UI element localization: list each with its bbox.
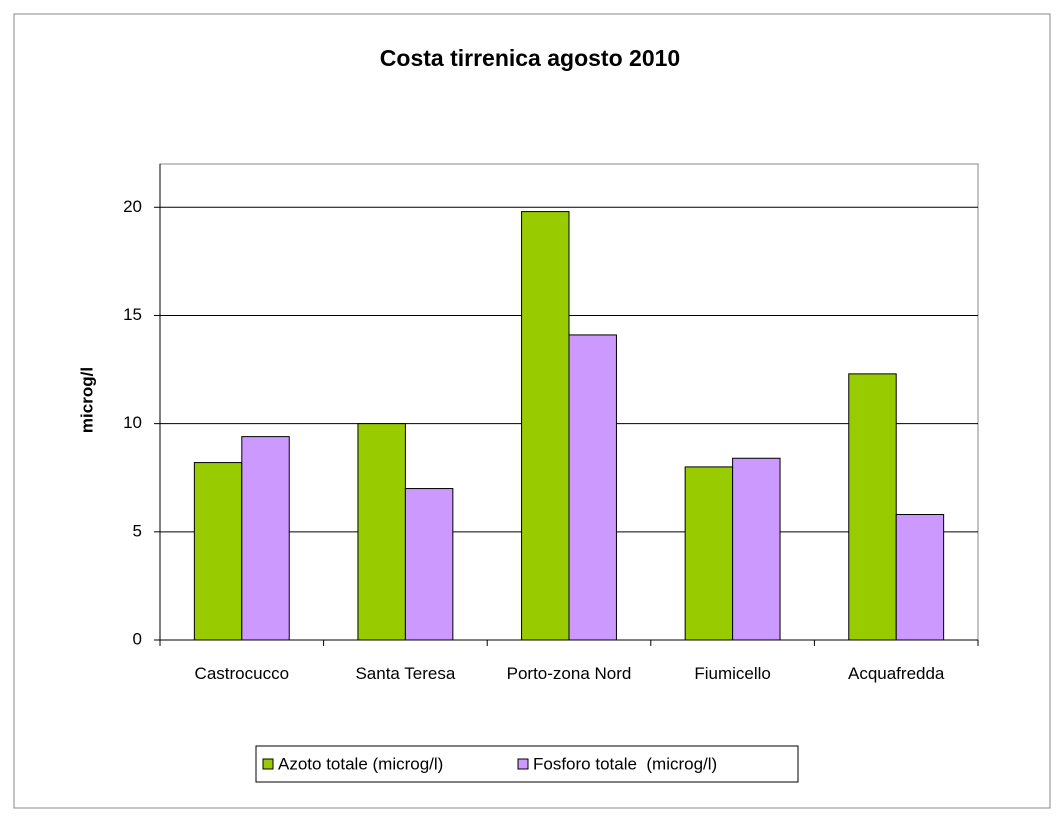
bar: [684, 466, 734, 641]
y-tick-label: 5: [133, 521, 142, 540]
bar: [357, 423, 406, 641]
bar: [193, 462, 243, 641]
bar: [895, 514, 945, 641]
legend-label: Azoto totale (microg/l): [278, 754, 443, 773]
x-tick-label: Santa Teresa: [355, 664, 456, 683]
bar: [732, 457, 781, 641]
legend-swatch: [517, 758, 529, 770]
x-tick-label: Fiumicello: [694, 664, 771, 683]
y-tick-label: 15: [123, 305, 142, 324]
bar: [848, 373, 897, 641]
y-tick-label: 10: [123, 413, 142, 432]
x-tick-label: Acquafredda: [847, 664, 945, 683]
bar: [404, 488, 454, 641]
bar: [521, 211, 570, 641]
x-tick-label: Castrocucco: [194, 664, 290, 683]
legend-swatch: [262, 758, 274, 770]
legend-label: Fosforo totale (microg/l): [533, 754, 717, 773]
chart-title: Costa tirrenica agosto 2010: [380, 45, 680, 71]
x-tick-label: Porto-zona Nord: [506, 664, 632, 683]
y-tick-label: 0: [133, 629, 142, 648]
y-tick-label: 20: [123, 197, 142, 216]
y-axis-label: microg/l: [77, 367, 96, 433]
bar: [568, 334, 617, 641]
bar: [241, 436, 290, 641]
